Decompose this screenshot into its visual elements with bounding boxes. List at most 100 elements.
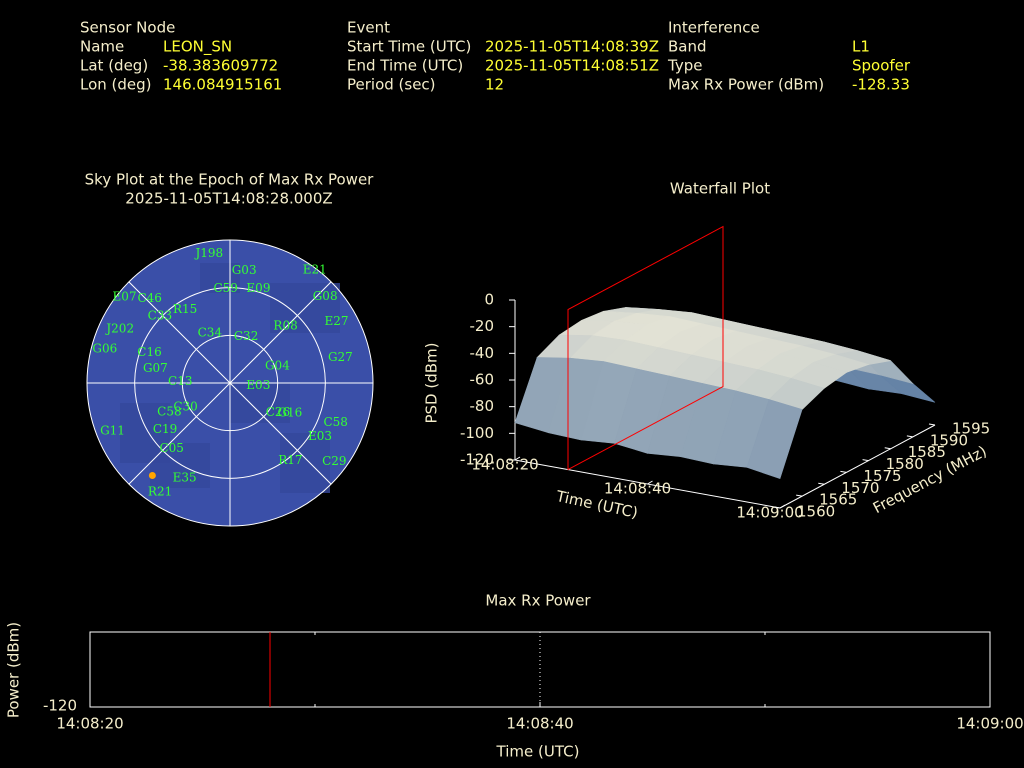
- field-value: 12: [485, 76, 504, 94]
- satellite-label: G08: [313, 289, 338, 303]
- field-value: -128.33: [852, 76, 910, 94]
- z-tick-label: 0: [484, 291, 494, 309]
- satellite-label: R15: [173, 302, 197, 316]
- sky-patch: [150, 443, 210, 488]
- satellite-label: G07: [143, 361, 168, 375]
- frequency-axis: [779, 424, 936, 509]
- y-tick: [818, 482, 825, 485]
- z-tick-label: -120: [460, 451, 494, 469]
- satellite-label: E27: [325, 314, 349, 328]
- sky-patch: [230, 383, 290, 423]
- chart-title: Max Rx Power: [485, 592, 591, 610]
- highlight-satellite: [148, 472, 156, 480]
- y-tick-label: 1560: [797, 503, 835, 521]
- x-tick-label: 14:08:20: [56, 715, 123, 733]
- z-tick-label: -20: [470, 317, 495, 335]
- satellite-label: C30: [173, 399, 197, 413]
- section-title: Interference: [668, 19, 760, 37]
- y-tick: [840, 470, 847, 473]
- y-tick-label: 1565: [819, 491, 857, 509]
- plot-frame: [89, 631, 991, 708]
- section-title: Event: [347, 19, 390, 37]
- field-label: Start Time (UTC): [347, 38, 471, 56]
- satellite-label: G03: [232, 263, 257, 277]
- satellite-label: R17: [278, 453, 302, 467]
- field-value: 2025-11-05T14:08:39Z: [485, 38, 659, 56]
- satellite-label: C46: [137, 291, 161, 305]
- field-value: 146.084915161: [163, 76, 282, 94]
- y-tick-label: 1580: [886, 455, 924, 473]
- y-tick: [773, 506, 781, 509]
- satellite-label: E21: [303, 262, 327, 276]
- y-tick-label: 1585: [908, 443, 946, 461]
- x-tick-label: 14:08:40: [506, 715, 573, 733]
- sky-patch: [280, 433, 330, 493]
- field-label: End Time (UTC): [347, 57, 463, 75]
- field-label: Lat (deg): [80, 57, 148, 75]
- surface-cell: [746, 399, 803, 480]
- section-title: Sensor Node: [80, 19, 175, 37]
- y-tick-label: 1570: [841, 479, 879, 497]
- field-label: Band: [668, 38, 707, 56]
- z-tick-label: -60: [470, 371, 495, 389]
- satellite-label: E09: [246, 281, 270, 295]
- y-tick: [862, 459, 869, 462]
- chart-title: Sky Plot at the Epoch of Max Rx Power: [85, 171, 375, 189]
- x-tick-label: 14:09:00: [956, 715, 1023, 733]
- satellite-label: J202: [104, 321, 134, 335]
- satellite-label: C19: [153, 422, 177, 436]
- y-tick-label: 1595: [952, 420, 990, 438]
- y-tick-label: -120: [43, 697, 77, 715]
- epoch-plane: [567, 225, 724, 471]
- x-tick: [514, 456, 521, 461]
- field-value: LEON_SN: [163, 38, 232, 57]
- x-tick: [647, 480, 653, 485]
- z-tick-label: -100: [460, 424, 494, 442]
- y-axis-label: Power (dBm): [5, 622, 23, 718]
- satellite-label: G11: [100, 423, 125, 437]
- y-tick-label: 1575: [863, 467, 901, 485]
- field-label: Period (sec): [347, 76, 436, 94]
- satellite-label: E03: [308, 429, 332, 443]
- satellite-label: G27: [328, 350, 353, 364]
- y-tick-label: 1590: [930, 431, 968, 449]
- satellite-label: C59: [213, 281, 237, 295]
- z-tick-label: -40: [470, 344, 495, 362]
- y-tick: [884, 447, 891, 450]
- satellite-label: C29: [322, 454, 346, 468]
- satellite-label: J198: [193, 246, 223, 260]
- satellite-label: C13: [168, 374, 192, 388]
- field-label: Type: [667, 57, 702, 75]
- satellite-label: G06: [92, 341, 117, 355]
- satellite-label: C26: [266, 405, 290, 419]
- satellite-label: R21: [148, 485, 172, 499]
- azimuth-line: [128, 281, 332, 485]
- z-tick-label: -80: [470, 397, 495, 415]
- satellite-label: C32: [234, 329, 258, 343]
- field-label: Name: [80, 38, 124, 56]
- satellite-label: C58: [157, 404, 181, 418]
- field-label: Max Rx Power (dBm): [668, 76, 824, 94]
- y-tick: [906, 435, 913, 438]
- x-tick-label: 14:08:40: [604, 480, 671, 498]
- z-axis-label: PSD (dBm): [423, 342, 441, 423]
- satellite-label: C05: [159, 441, 183, 455]
- field-value: Spoofer: [852, 57, 911, 75]
- satellite-label: R08: [273, 319, 297, 333]
- field-value: 2025-11-05T14:08:51Z: [485, 57, 659, 75]
- satellite-label: C33: [148, 309, 172, 323]
- satellite-label: C16: [137, 345, 161, 359]
- x-axis-label: Time (UTC): [496, 743, 580, 761]
- y-tick: [796, 494, 803, 497]
- x-tick-label: 14:09:00: [736, 504, 803, 522]
- satellite-label: G04: [265, 359, 290, 373]
- satellite-label: G16: [277, 405, 302, 419]
- x-tick-label: 14:08:20: [471, 456, 538, 474]
- field-value: L1: [852, 38, 870, 56]
- field-value: -38.383609772: [163, 57, 278, 75]
- satellite-label: E03: [246, 378, 270, 392]
- field-label: Lon (deg): [80, 76, 152, 94]
- satellite-label: C58: [323, 415, 347, 429]
- satellite-label: E07: [113, 290, 137, 304]
